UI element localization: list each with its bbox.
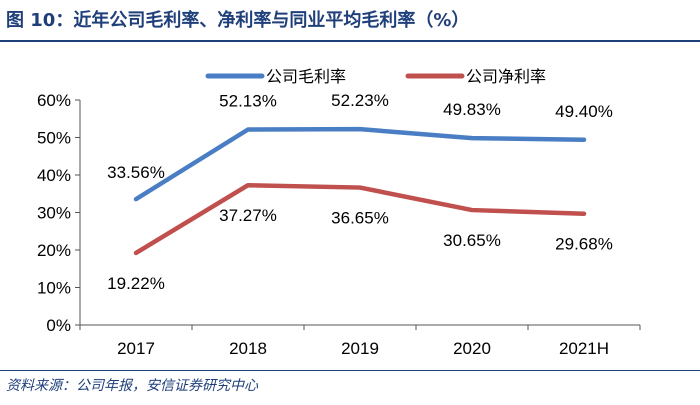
- x-tick-label: 2019: [341, 339, 379, 358]
- chart-title: 图 10：近年公司毛利率、净利率与同业平均毛利率（%）: [6, 10, 470, 31]
- data-label: 49.40%: [555, 102, 613, 121]
- data-label: 37.27%: [219, 206, 277, 225]
- y-tick-label: 30%: [37, 204, 71, 223]
- x-tick-label: 2017: [117, 339, 155, 358]
- data-label: 52.13%: [219, 92, 277, 111]
- title-divider: [0, 40, 700, 42]
- data-label: 33.56%: [107, 163, 165, 182]
- x-tick-label: 2018: [229, 339, 267, 358]
- data-label: 29.68%: [555, 235, 613, 254]
- x-tick-label: 2020: [453, 339, 491, 358]
- line-chart: 0% 10% 20% 30% 40% 50% 60% 2017 2018 2019 2020 2021…: [37, 68, 641, 358]
- legend-label: 公司净利率: [466, 68, 546, 86]
- data-label: 36.65%: [331, 209, 389, 228]
- source-note: 资料来源：公司年报，安信证券研究中心: [6, 378, 258, 394]
- y-tick-label: 10%: [37, 279, 71, 298]
- data-label: 49.83%: [443, 100, 501, 119]
- y-tick-label: 20%: [37, 241, 71, 260]
- y-tick-label: 40%: [37, 166, 71, 185]
- data-label: 30.65%: [443, 231, 501, 250]
- y-tick-label: 0%: [46, 316, 71, 335]
- footer-divider: [0, 370, 700, 371]
- y-tick-label: 50%: [37, 129, 71, 148]
- data-label: 19.22%: [107, 274, 165, 293]
- x-tick-label: 2021H: [559, 339, 609, 358]
- y-tick-label: 60%: [37, 91, 71, 110]
- legend-label: 公司毛利率: [266, 68, 346, 86]
- data-label: 52.23%: [331, 91, 389, 110]
